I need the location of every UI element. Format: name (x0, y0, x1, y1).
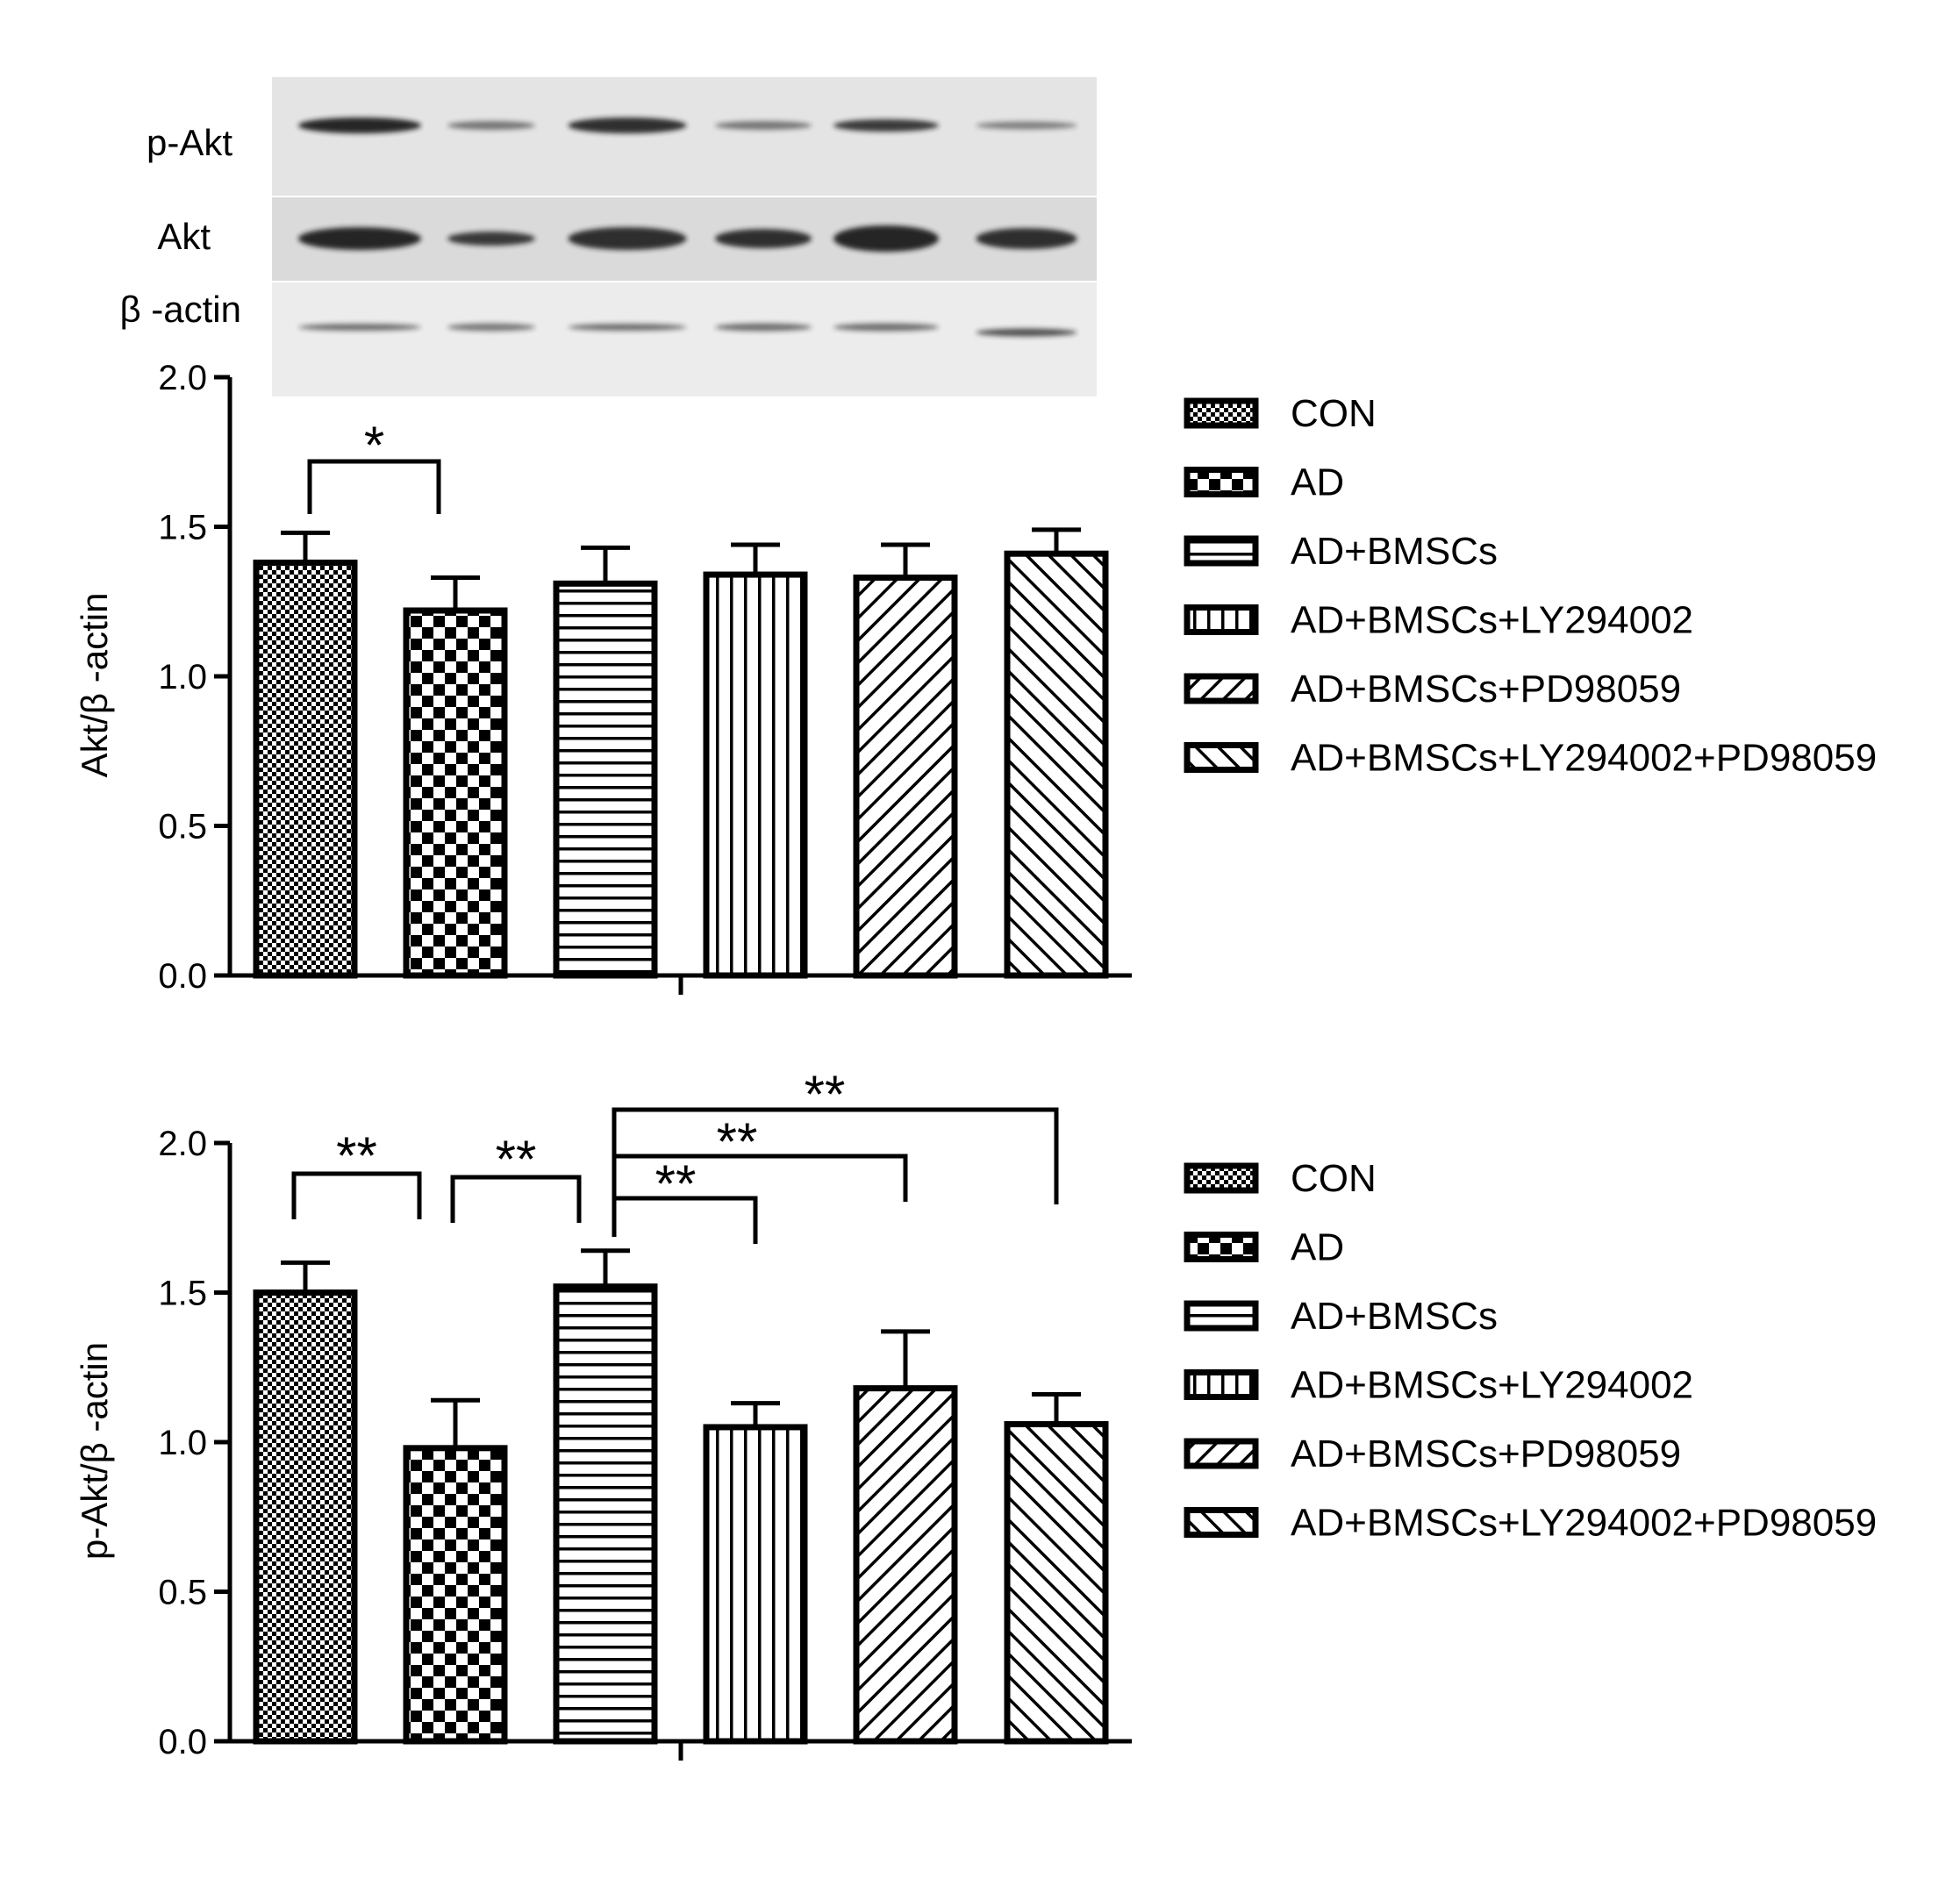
y-tick-label: 0.5 (158, 808, 207, 847)
legend-label: AD+BMSCs (1291, 530, 1498, 573)
legend-swatch (1184, 1162, 1259, 1194)
blot-background-0 (272, 77, 1097, 196)
blot-row-label: p-Akt (147, 122, 232, 163)
legend-label: AD+BMSCs (1291, 1295, 1498, 1338)
significance-bracket (612, 1196, 758, 1244)
y-tick-label: 1.0 (158, 658, 207, 697)
legend-swatch (1184, 1232, 1259, 1262)
significance-label: ** (717, 1112, 758, 1171)
legend-swatch (1184, 535, 1259, 567)
blot-band (568, 324, 687, 331)
legend-swatch (1184, 397, 1259, 429)
bar (703, 1424, 808, 1745)
bar (253, 559, 358, 979)
significance-bracket (450, 1175, 582, 1223)
bar (403, 1445, 508, 1745)
blot-band (715, 323, 812, 332)
y-axis-label: Akt/β -actin (74, 593, 115, 778)
bar (553, 1283, 658, 1745)
blot-band (976, 328, 1077, 337)
legend-swatch (1184, 604, 1259, 635)
blot-band (447, 232, 535, 246)
bar (853, 574, 958, 979)
blot-band (833, 323, 939, 332)
legend-swatch (1184, 1369, 1259, 1400)
bar (1004, 1421, 1109, 1745)
bar (253, 1289, 358, 1745)
y-tick-label: 0.5 (158, 1574, 207, 1612)
blot-band (715, 229, 812, 248)
blot-band (833, 225, 939, 252)
blot-band (976, 228, 1077, 249)
bar (403, 607, 508, 979)
legend-swatch (1184, 1300, 1259, 1332)
legend-swatch (1184, 467, 1259, 497)
y-tick-label: 2.0 (158, 1125, 207, 1163)
blot-band (447, 121, 535, 130)
legend-label: AD+BMSCs+PD98059 (1291, 1432, 1681, 1475)
legend-label: AD+BMSCs+LY294002 (1291, 1364, 1693, 1407)
significance-bracket (307, 459, 441, 514)
significance-label: * (364, 416, 384, 475)
akt-bar-chart: 0.0 0.5 1.0 1.5 2.0 Akt/β -actin * CON AD AD+BMSC… (74, 359, 1877, 996)
significance-label: ** (336, 1126, 377, 1185)
blot-band (447, 323, 535, 332)
p-akt-bar-chart: 0.0 0.5 1.0 1.5 2.0 p-Akt/β -actin ** ** ** ** ** C… (74, 1065, 1877, 1761)
legend-label: AD+BMSCs+LY294002+PD98059 (1291, 1502, 1877, 1545)
blot-band (833, 119, 939, 132)
y-tick-label: 0.0 (158, 1723, 207, 1761)
blot-band (298, 324, 421, 331)
blot-band (298, 118, 421, 133)
significance-label: ** (496, 1130, 537, 1189)
significance-bracket (612, 1107, 1059, 1204)
legend-label: CON (1291, 1157, 1377, 1200)
legend-swatch (1184, 742, 1259, 773)
blot-band (298, 227, 421, 250)
bar (703, 571, 808, 979)
bar (553, 580, 658, 979)
blot-band (976, 121, 1077, 130)
y-axis-label: p-Akt/β -actin (74, 1342, 115, 1560)
y-tick-label: 1.5 (158, 509, 207, 547)
significance-bracket (291, 1171, 422, 1219)
y-tick-label: 1.0 (158, 1424, 207, 1462)
legend-swatch (1184, 1507, 1259, 1538)
significance-label: ** (805, 1065, 846, 1124)
western-blot: p-Akt Akt β -actin (119, 77, 1097, 396)
y-tick-label: 0.0 (158, 957, 207, 996)
legend-label: AD+BMSCs+LY294002+PD98059 (1291, 737, 1877, 780)
blot-row-label: Akt (157, 216, 211, 257)
blot-band (715, 121, 812, 130)
blot-background-2 (272, 282, 1097, 396)
legend-label: AD (1291, 461, 1344, 504)
y-tick-label: 1.5 (158, 1275, 207, 1313)
legend-label: AD (1291, 1226, 1344, 1269)
legend-label: CON (1291, 392, 1377, 435)
legend-swatch (1184, 1438, 1259, 1469)
bar (1004, 550, 1109, 979)
y-tick-label: 2.0 (158, 359, 207, 397)
bar (853, 1385, 958, 1745)
blot-row-label: β -actin (119, 289, 241, 330)
blot-band (568, 227, 687, 250)
legend-label: AD+BMSCs+LY294002 (1291, 599, 1693, 642)
blot-band (568, 118, 687, 133)
legend-label: AD+BMSCs+PD98059 (1291, 668, 1681, 711)
legend-swatch (1184, 673, 1259, 704)
significance-label: ** (655, 1154, 697, 1213)
